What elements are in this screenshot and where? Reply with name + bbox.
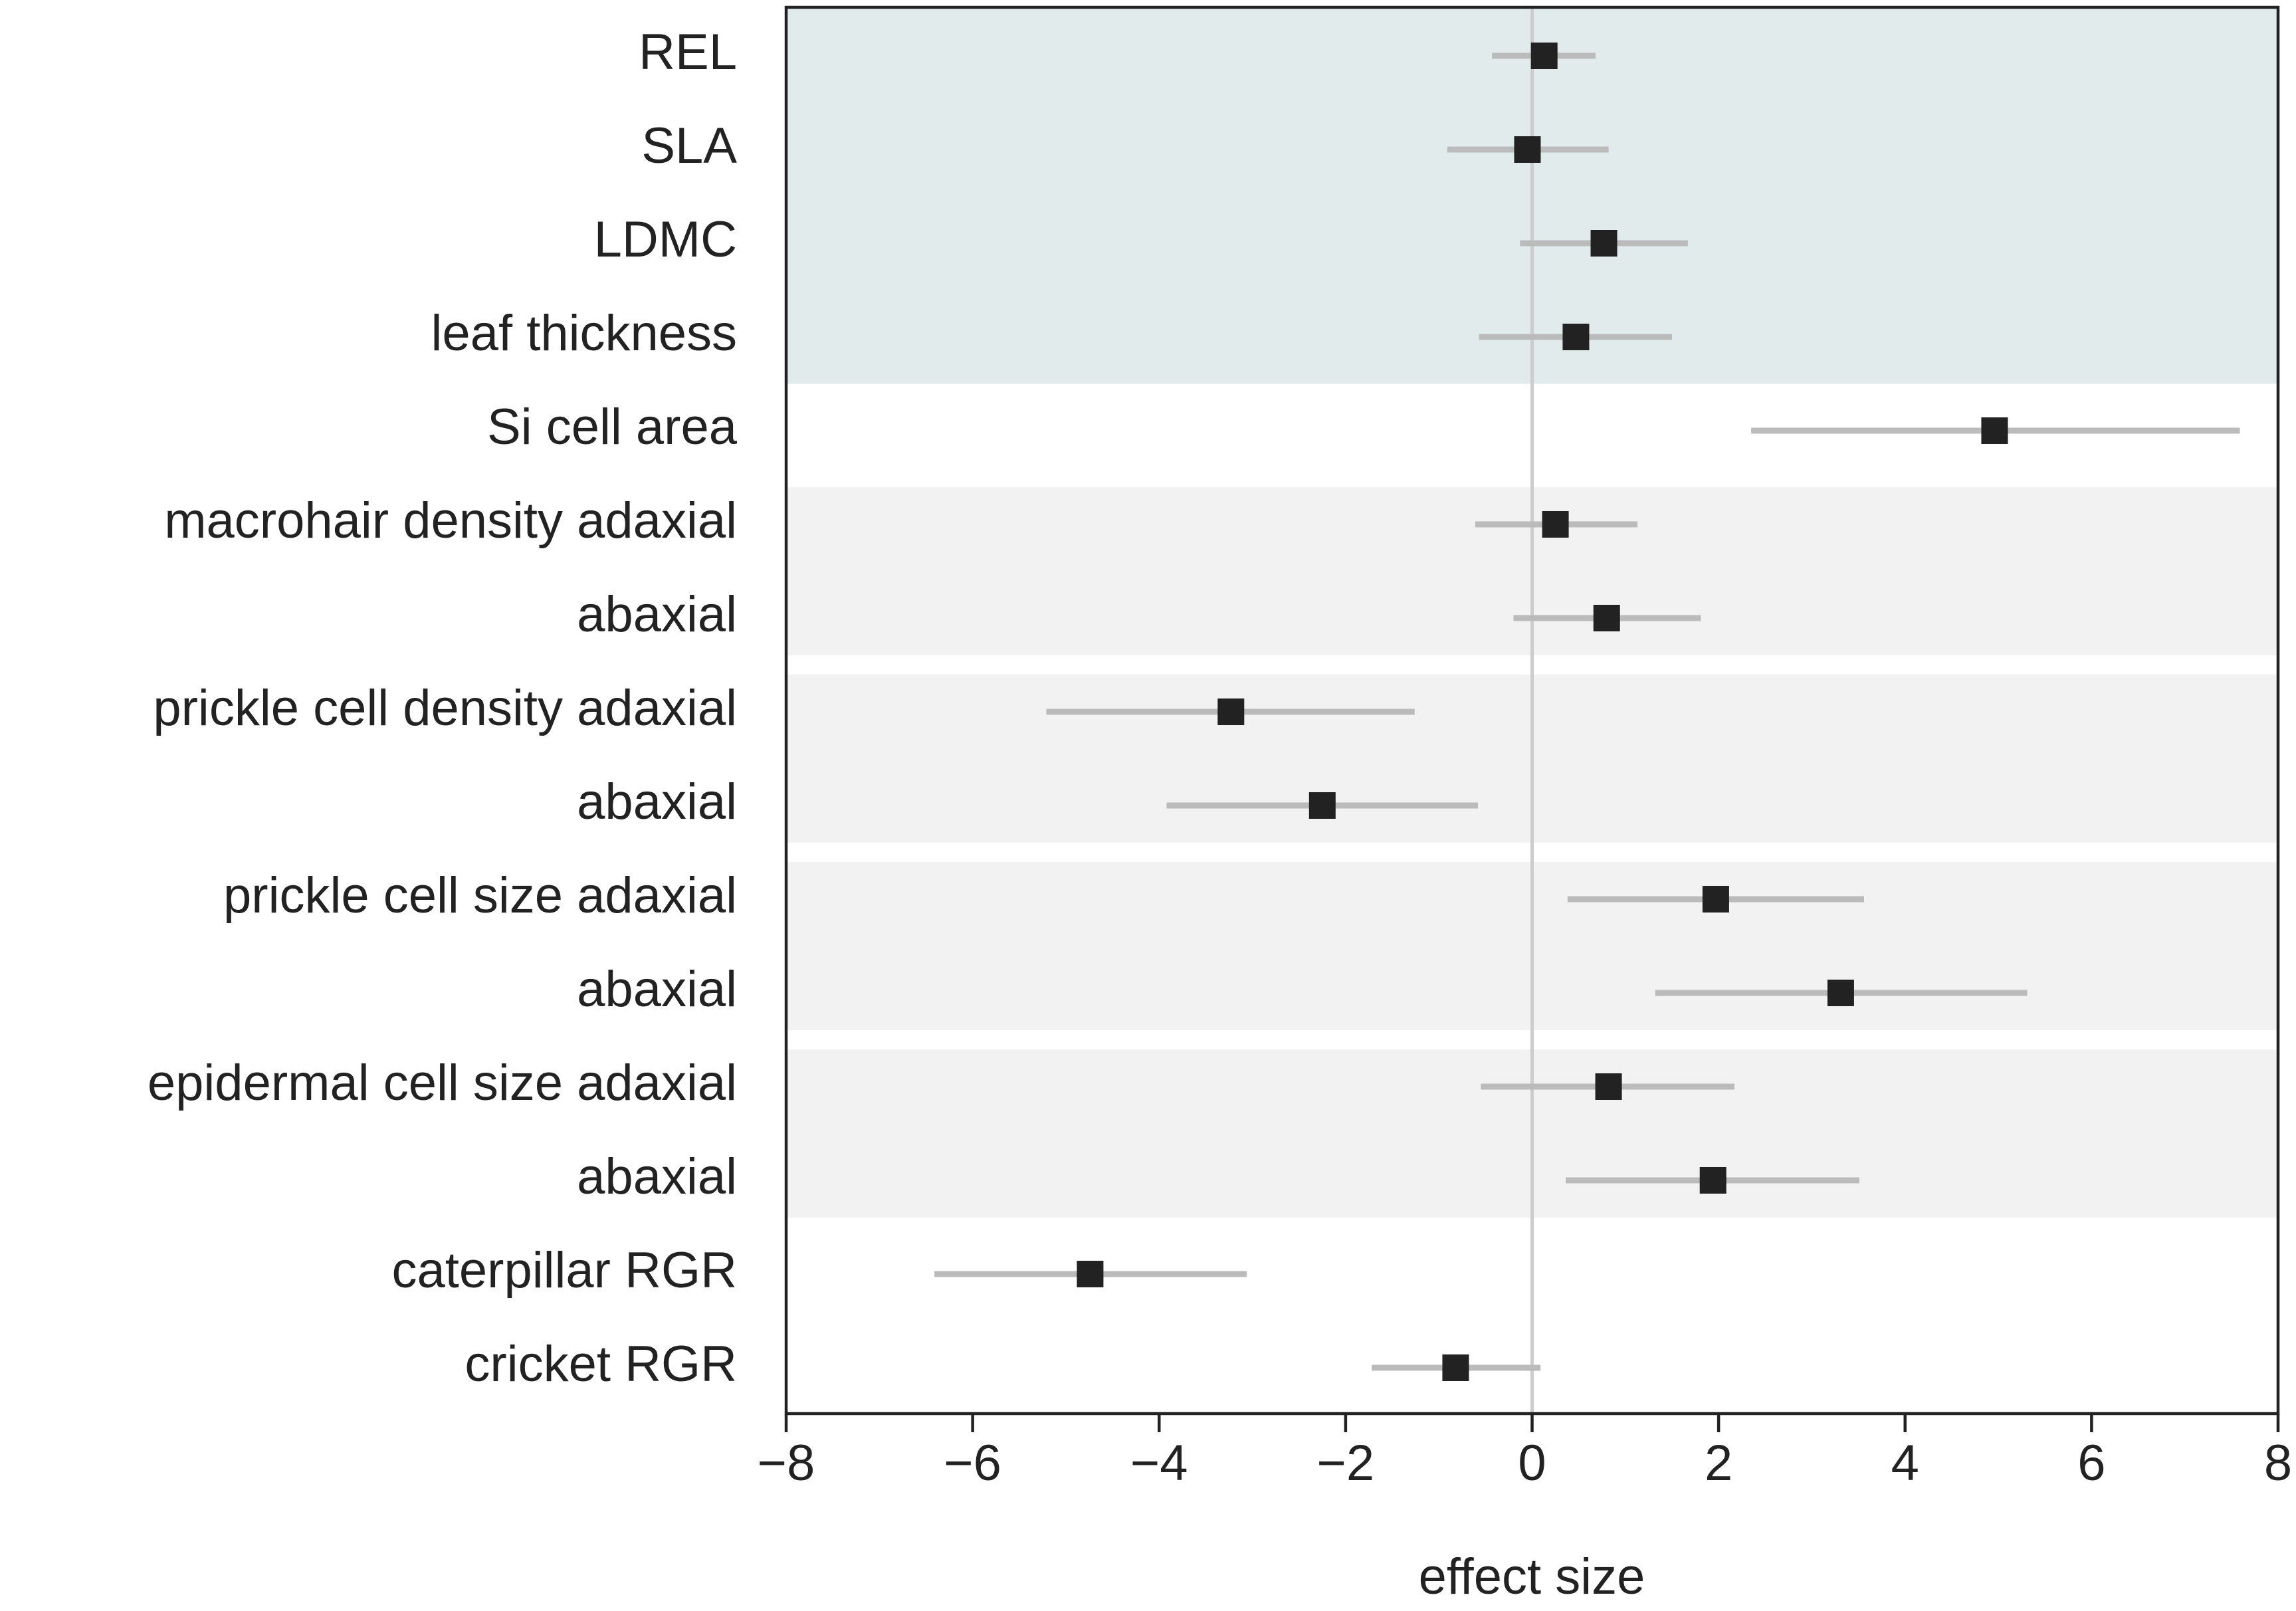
- point: [1542, 511, 1569, 538]
- x-tick-label: 0: [1518, 1435, 1546, 1491]
- point: [1595, 1073, 1622, 1100]
- x-tick-label: 2: [1705, 1435, 1732, 1491]
- x-tick-label: −6: [944, 1435, 1001, 1491]
- x-tick-label: 8: [2264, 1435, 2292, 1491]
- point: [1702, 886, 1729, 913]
- y-tick-label: REL: [639, 24, 737, 80]
- y-tick-label: epidermal cell size adaxial: [148, 1055, 737, 1111]
- x-tick-label: 6: [2077, 1435, 2105, 1491]
- plot-frame: [784, 5, 2280, 1416]
- y-tick-label: prickle cell density adaxial: [153, 680, 737, 736]
- point: [1981, 417, 2008, 444]
- y-tick-label: LDMC: [594, 211, 737, 268]
- point: [1077, 1261, 1104, 1287]
- y-tick-label: abaxial: [577, 1148, 737, 1205]
- point: [1308, 792, 1336, 819]
- y-tick-label: abaxial: [577, 774, 737, 830]
- y-tick-label: Si cell area: [487, 399, 738, 455]
- point: [1593, 605, 1620, 631]
- x-tick-label: −8: [758, 1435, 815, 1491]
- x-tick-label: 4: [1891, 1435, 1919, 1491]
- y-tick-label: caterpillar RGR: [392, 1242, 737, 1299]
- point: [1514, 136, 1541, 163]
- point: [1562, 324, 1590, 350]
- x-tick-label: −4: [1130, 1435, 1188, 1491]
- point: [1442, 1354, 1469, 1381]
- y-tick-label: abaxial: [577, 586, 737, 643]
- y-tick-label: prickle cell size adaxial: [223, 867, 737, 924]
- point: [1699, 1167, 1726, 1194]
- point: [1590, 230, 1618, 257]
- point: [1217, 698, 1245, 725]
- y-tick-label: leaf thickness: [431, 305, 737, 362]
- x-axis-label: effect size: [1419, 1549, 1645, 1605]
- point: [1530, 43, 1558, 69]
- y-tick-label: macrohair density adaxial: [164, 492, 737, 549]
- y-tick-label: SLA: [641, 118, 737, 174]
- y-tick-label: abaxial: [577, 961, 737, 1018]
- point: [1827, 980, 1854, 1006]
- y-tick-label: cricket RGR: [465, 1336, 737, 1392]
- x-tick-label: −2: [1317, 1435, 1375, 1491]
